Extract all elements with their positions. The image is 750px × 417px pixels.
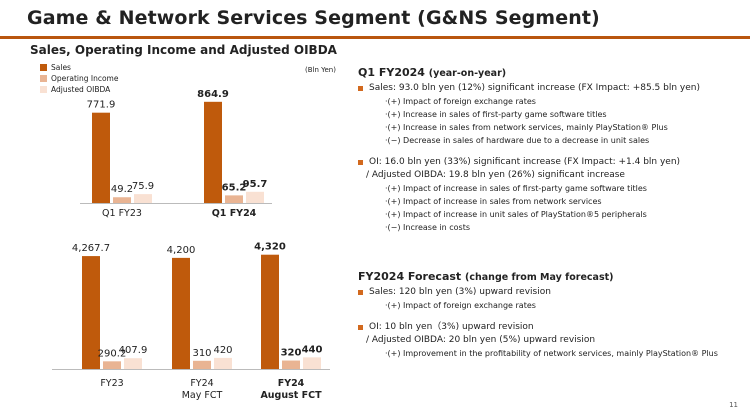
bar-sales: [261, 254, 279, 369]
bar-oi: [225, 195, 243, 203]
bullet-square-icon: [358, 160, 363, 165]
data-label-oi: 320: [281, 348, 302, 359]
q1-heading-note: (year-on-year): [428, 68, 507, 79]
chart-subtitle: Sales, Operating Income and Adjusted OIB…: [30, 43, 337, 57]
data-label-oi: 310: [192, 348, 211, 359]
bar-sales: [172, 257, 190, 369]
legend-label-oibda: Adjusted OIBDA: [51, 85, 111, 94]
q1-heading-title: Q1 FY2024: [358, 66, 425, 79]
legend-item-oi: Operating Income: [40, 73, 118, 84]
category-label: May FCT: [182, 390, 223, 401]
forecast-sales-sub-1: ·(+) Impact of foreign exchange rates: [385, 301, 536, 310]
forecast-oi-bullet: OI: 10 bln yen（3%) upward revision: [358, 321, 748, 334]
forecast-heading-title: FY2024 Forecast: [358, 270, 462, 283]
bar-oi: [113, 197, 131, 203]
bullet-square-icon: [358, 290, 363, 295]
chart-legend: Sales Operating Income Adjusted OIBDA: [40, 62, 118, 95]
forecast-oi-text: OI: 10 bln yen（3%) upward revision: [369, 322, 534, 332]
bar-oibda: [214, 357, 232, 369]
bar-sales: [92, 112, 110, 203]
q1-sales-sub-4: ·(−) Decrease in sales of hardware due t…: [385, 136, 650, 145]
bar-oi: [282, 360, 300, 369]
q1-oibda-text: / Adjusted OIBDA: 19.8 bln yen (26%) sig…: [366, 170, 625, 180]
forecast-sales-text: Sales: 120 bln yen (3%) upward revision: [369, 287, 551, 297]
category-label: Q1 FY23: [102, 208, 142, 219]
q1-oi-sub-3: ·(+) Impact of increase in unit sales of…: [385, 210, 647, 219]
bar-oibda: [124, 358, 142, 369]
q1-sales-sub-3: ·(+) Increase in sales from network serv…: [385, 123, 668, 132]
forecast-section: FY2024 Forecast (change from May forecas…: [358, 270, 748, 360]
q1-sales-sub-2: ·(+) Increase in sales of first-party ga…: [385, 110, 607, 119]
data-label-oibda: 95.7: [243, 179, 268, 190]
data-label-oibda: 420: [213, 345, 232, 356]
data-label-oi: 290.2: [98, 348, 127, 359]
data-label-sales: 864.9: [197, 89, 229, 100]
q1-sales-text: Sales: 93.0 bln yen (12%) significant in…: [369, 83, 701, 93]
q1-sales-bullet: Sales: 93.0 bln yen (12%) significant in…: [358, 82, 748, 95]
category-label: FY24: [190, 378, 213, 389]
q1-section: Q1 FY2024 (year-on-year) Sales: 93.0 bln…: [358, 66, 748, 234]
forecast-heading-note: (change from May forecast): [465, 272, 614, 283]
category-label: August FCT: [260, 390, 322, 401]
forecast-sales-bullet: Sales: 120 bln yen (3%) upward revision: [358, 286, 748, 299]
bar-oi: [103, 361, 121, 369]
legend-label-oi: Operating Income: [51, 74, 119, 83]
category-label: FY23: [100, 378, 123, 389]
data-label-oi: 65.2: [222, 182, 247, 193]
q1-oi-text: OI: 16.0 bln yen (33%) significant incre…: [369, 157, 681, 167]
data-label-oi: 49.2: [111, 184, 133, 195]
legend-swatch-oi: [40, 75, 47, 82]
bar-oibda: [134, 194, 152, 203]
bar-oi: [193, 360, 211, 369]
title-divider: [0, 36, 750, 39]
q1-oi-sub-4: ·(−) Increase in costs: [385, 223, 471, 232]
q1-heading: Q1 FY2024 (year-on-year): [358, 66, 748, 80]
data-label-oibda: 75.9: [132, 181, 154, 192]
bullet-square-icon: [358, 325, 363, 330]
forecast-oibda-text: / Adjusted OIBDA: 20 bln yen (5%) upward…: [366, 335, 596, 345]
bar-oibda: [246, 191, 264, 203]
legend-item-oibda: Adjusted OIBDA: [40, 84, 118, 95]
legend-swatch-sales: [40, 64, 47, 71]
bar-oibda: [303, 357, 321, 369]
bar-sales: [204, 101, 222, 203]
category-label: Q1 FY24: [212, 208, 257, 219]
category-label: FY24: [278, 378, 305, 389]
bar-sales: [82, 256, 100, 369]
legend-label-sales: Sales: [51, 63, 71, 72]
q1-sales-sub-1: ·(+) Impact of foreign exchange rates: [385, 97, 536, 106]
bullet-square-icon: [358, 86, 363, 91]
data-label-sales: 4,267.7: [72, 243, 110, 254]
unit-label: (Bln Yen): [305, 66, 336, 74]
data-label-sales: 4,320: [254, 242, 286, 253]
q1-oi-sub-1: ·(+) Impact of increase in sales of firs…: [385, 184, 647, 193]
data-label-oibda: 440: [302, 344, 323, 355]
data-label-sales: 771.9: [87, 100, 116, 111]
q1-oi-bullet: OI: 16.0 bln yen (33%) significant incre…: [358, 156, 748, 169]
page-number: 11: [729, 401, 738, 409]
forecast-oi-sub-1: ·(+) Improvement in the profitability of…: [385, 349, 718, 358]
data-label-oibda: 407.9: [119, 345, 148, 356]
q1-oi-sub-2: ·(+) Impact of increase in sales from ne…: [385, 197, 602, 206]
forecast-heading: FY2024 Forecast (change from May forecas…: [358, 270, 748, 284]
page-title: Game & Network Services Segment (G&NS Se…: [27, 7, 600, 29]
data-label-sales: 4,200: [167, 245, 196, 256]
legend-item-sales: Sales: [40, 62, 118, 73]
legend-swatch-oibda: [40, 86, 47, 93]
